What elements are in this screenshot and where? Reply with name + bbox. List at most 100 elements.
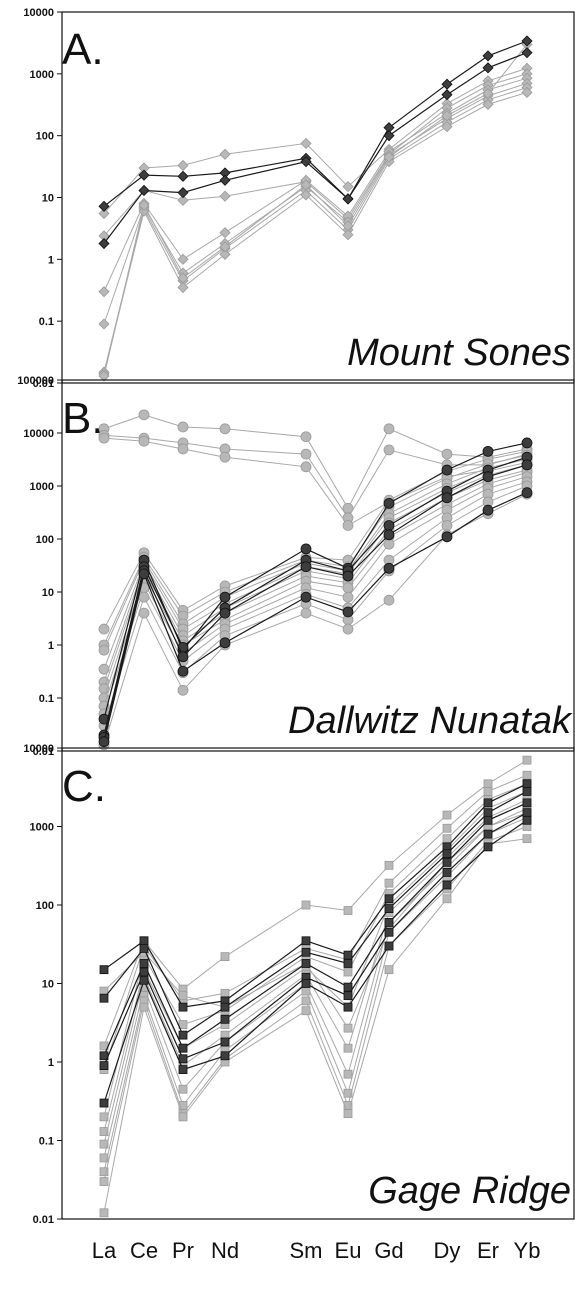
data-point-dy [442,834,452,844]
data-point-pr [178,1043,188,1053]
data-point-sm [301,996,311,1006]
data-point-dy [441,89,453,101]
data-point-la [99,965,109,975]
data-point-gd [383,130,395,142]
data-point-eu [342,623,354,635]
data-point-ce [138,568,150,580]
data-point-gd [384,927,394,937]
data-point-pr [177,443,189,455]
y-tick-label: 1000 [30,69,54,81]
data-point-la [99,1167,109,1177]
series-14 [99,808,532,1070]
data-point-nd [219,248,231,261]
y-tick-label: 1 [48,640,54,652]
data-point-la [98,207,110,220]
data-point-nd [220,1037,230,1047]
y-tick-label: 10 [42,587,54,599]
data-point-sm [300,156,312,168]
data-point-eu [342,606,354,618]
data-point-la [99,1139,109,1149]
data-point-nd [220,952,230,962]
data-point-yb [521,487,533,499]
series-line [103,472,528,699]
data-point-sm [301,1006,311,1016]
series-line [103,437,528,527]
series-7 [98,456,533,675]
series-line [103,485,528,726]
y-tick-label: 0.01 [33,378,54,390]
data-point-eu [342,220,354,232]
y-tick-label: 10 [42,979,54,991]
y-tick-label: 0.1 [39,1136,54,1148]
data-point-gd [384,918,394,927]
series-line [103,464,528,683]
data-point-pr [178,1054,188,1064]
data-point-nd [219,423,231,435]
location-label: Mount Sones [347,332,571,374]
series-line [103,454,528,646]
data-point-pr [177,642,189,653]
data-point-sm [301,979,311,988]
data-point-gd [383,594,395,606]
data-point-eu [343,1109,353,1119]
series-line [103,87,528,373]
y-tick-label: 10 [42,193,54,205]
panel-label: A. [62,25,104,74]
panel-a: 0.01 0.1 1 10 100 1000 10000 A. Mount Sones [23,7,575,390]
data-point-eu [343,1002,353,1012]
data-point-dy [441,464,453,476]
data-point-sm [300,461,312,473]
data-point-dy [441,448,453,460]
data-point-eu [343,1088,353,1098]
series-line [103,826,528,1182]
data-point-la [98,736,110,748]
data-point-sm [300,431,312,443]
series-line [103,91,528,375]
series-line [103,790,528,1036]
data-point-eu [343,1023,353,1033]
data-point-la [98,286,110,298]
data-point-sm [300,591,312,603]
data-point-sm [301,947,311,957]
data-point-er [482,50,494,62]
data-point-ce [139,967,149,977]
series-12 [98,476,533,720]
x-tick-label-la: La [92,1238,117,1263]
x-tick-label-gd: Gd [374,1238,403,1263]
location-label: Gage Ridge [368,1170,571,1212]
y-tick-label: 0.01 [33,746,54,758]
data-point-er [482,98,494,110]
data-point-la [98,200,110,212]
data-point-dy [441,121,453,133]
x-axis-element-labels: La Ce Pr Nd Sm Eu Gd Dy Er Yb [92,1238,541,1263]
data-point-eu [343,959,353,968]
data-point-gd [384,860,394,870]
data-point-yb [522,779,532,789]
data-point-la [98,623,110,635]
series-1 [98,62,533,220]
data-point-pr [178,1084,188,1094]
data-point-yb [521,35,533,47]
data-point-nd [220,1051,230,1061]
x-tick-label-yb: Yb [514,1238,541,1263]
data-point-eu [343,1043,353,1053]
data-point-sm [300,179,312,191]
series-6 [99,804,532,1163]
data-point-nd [219,607,231,619]
data-point-sm [300,189,312,201]
series-line [103,476,528,707]
data-point-gd [383,538,395,550]
series-line [103,481,528,715]
data-point-nd [219,190,231,202]
data-point-gd [383,151,395,163]
data-point-er [483,798,493,808]
data-point-eu [342,570,354,582]
series-3 [98,432,533,531]
series-9 [98,47,533,250]
data-point-eu [342,591,354,603]
series-line [103,461,528,670]
data-point-ce [139,943,149,953]
y-tick-label: 1000 [30,822,54,834]
series-10 [98,467,533,704]
